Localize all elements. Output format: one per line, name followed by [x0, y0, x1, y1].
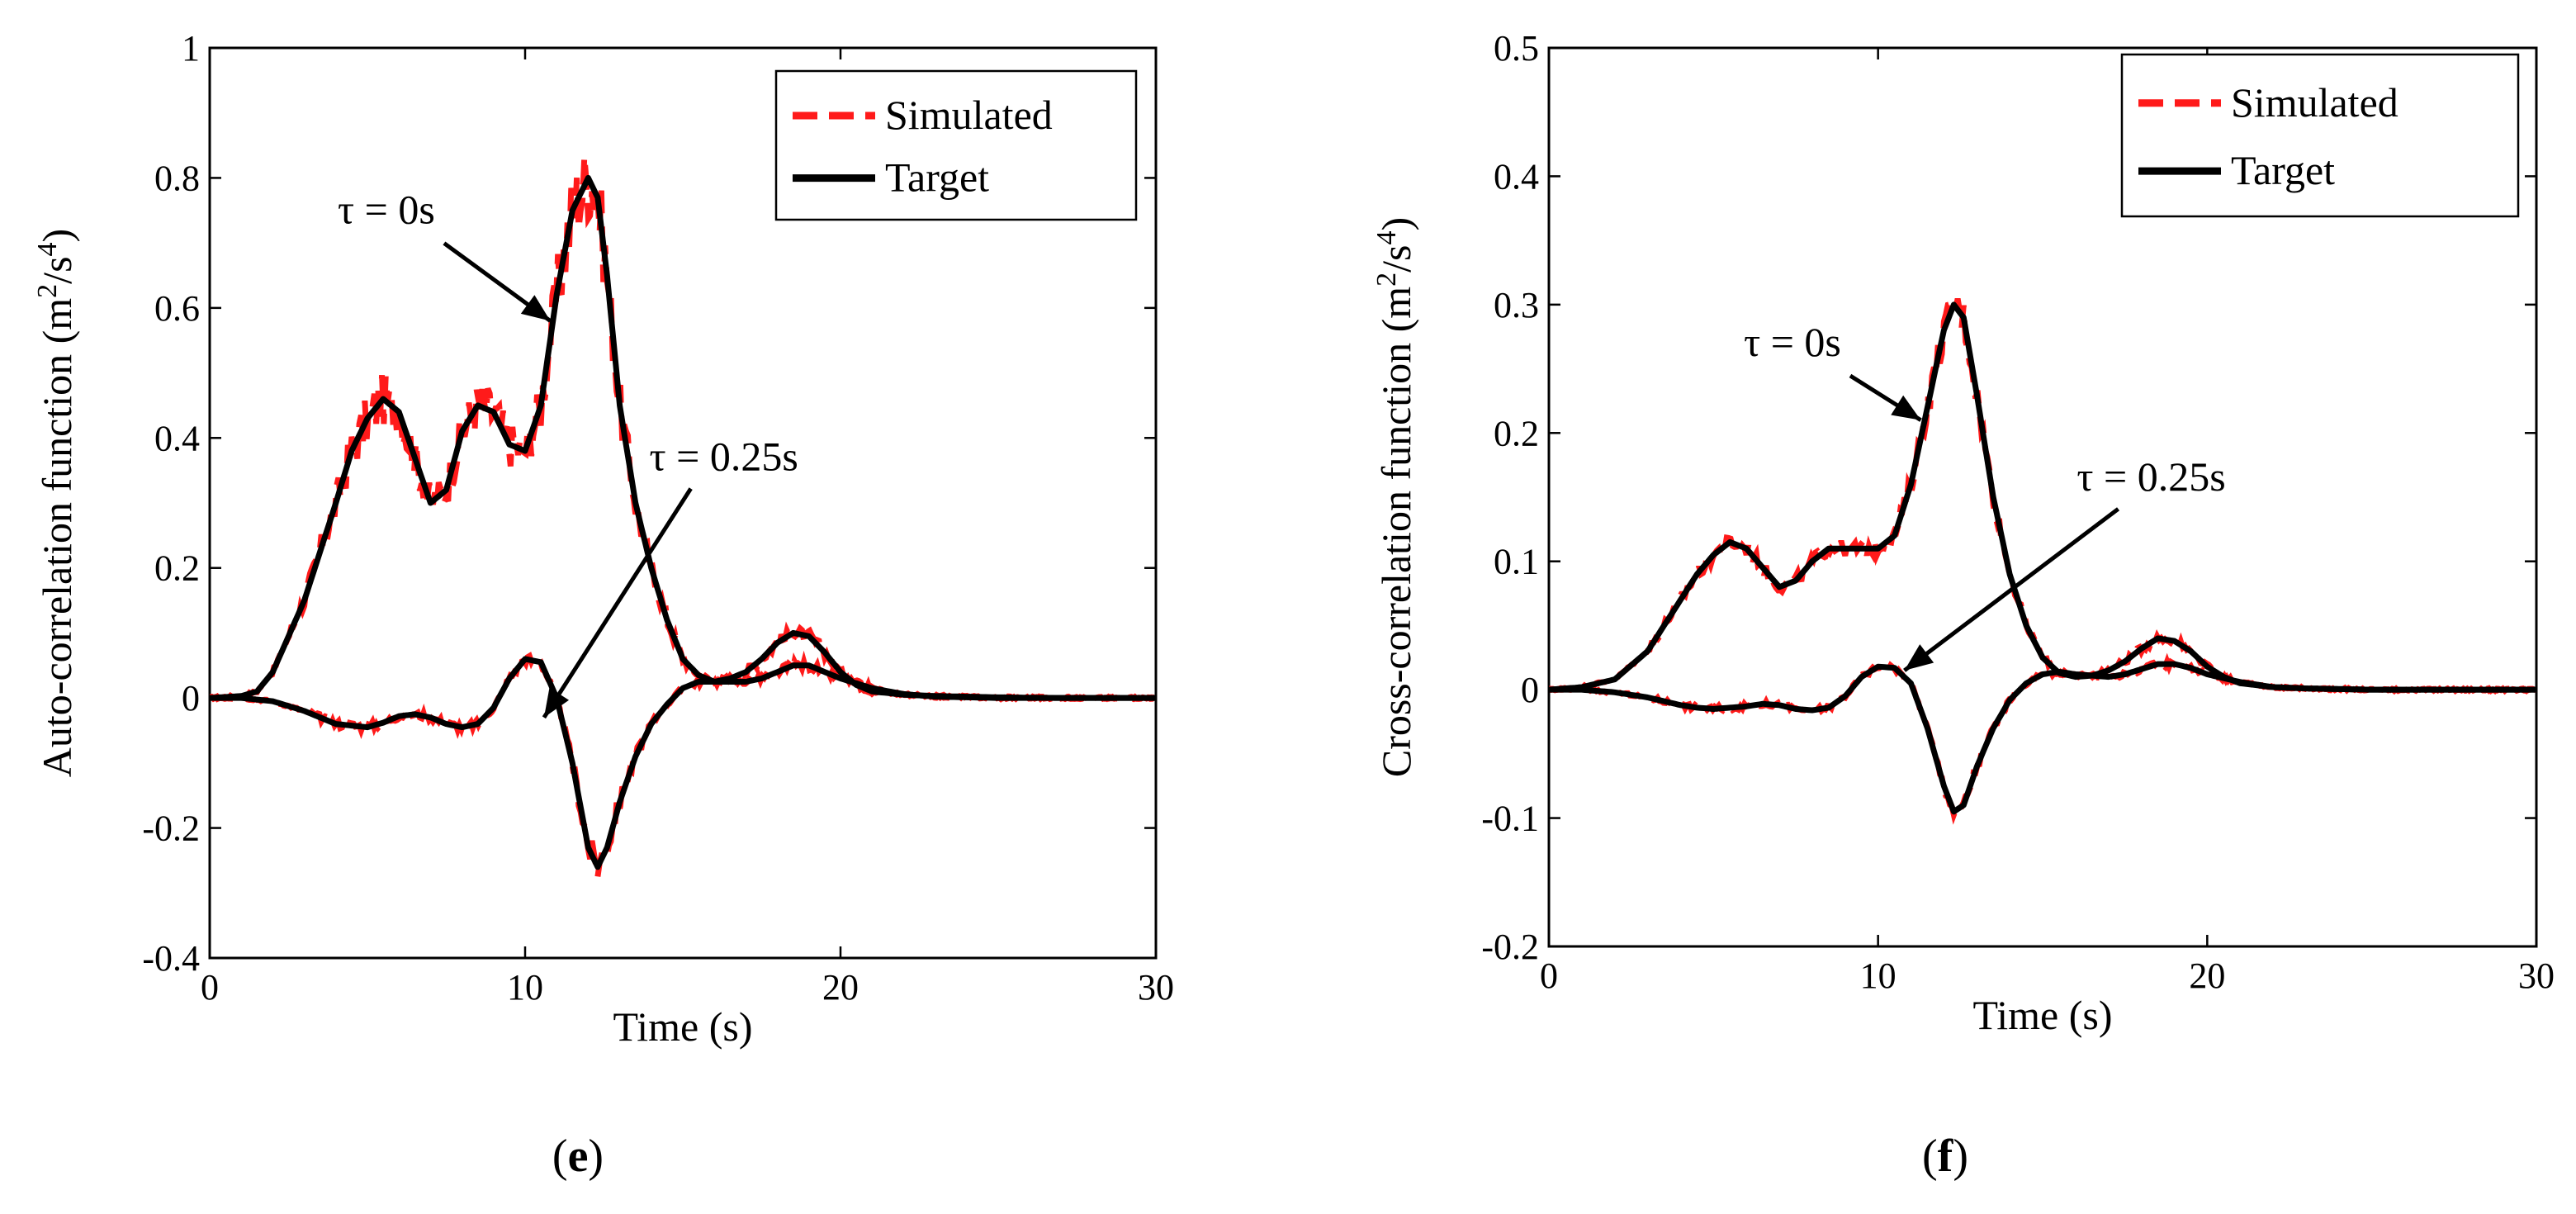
x-tick-label: 30: [2518, 956, 2555, 996]
series-simulated-tau-0.25: [1549, 652, 2536, 825]
y-tick-label: 0.4: [1494, 156, 1539, 197]
annotation-arrow-head: [543, 687, 570, 718]
y-tick-label: 0.6: [154, 288, 200, 329]
chart-panel-f: 0 10 20 30 -0.2 -0.1 0 0.1 0.2 0.3 0.4 0.5 Time (s) C…: [1371, 28, 2555, 1182]
y-tick-label: 0: [1521, 670, 1539, 710]
y-tick-label: 0.2: [154, 548, 200, 589]
x-tick-label: 20: [2189, 956, 2225, 996]
plot-frame: [1547, 46, 2538, 948]
annotation-arrow-line: [1903, 507, 2120, 672]
x-tick-label: 10: [1860, 956, 1896, 996]
legend-label-simulated: Simulated: [2231, 79, 2398, 126]
x-tick-label: 30: [1138, 967, 1174, 1008]
series-simulated-tau-0: [1549, 297, 2536, 695]
chart-panel-e: 0 10 20 30 -0.4 -0.2 0 0.2 0.4 0.6 0.8 1 Time (s) Aut…: [32, 28, 1174, 1182]
annotation-label: τ = 0.25s: [2076, 453, 2225, 500]
plot-frame: [208, 46, 1158, 960]
series-target-tau-0.25: [210, 656, 1156, 870]
panel-label: (f): [1922, 1131, 1968, 1182]
annotation-arrow-head: [520, 295, 551, 321]
legend-label-target: Target: [885, 154, 989, 201]
legend-label-simulated: Simulated: [885, 92, 1053, 138]
x-tick-label: 0: [1540, 956, 1558, 996]
y-tick-label: 0.3: [1494, 285, 1539, 325]
y-tick-label: 0.4: [154, 418, 200, 458]
annotation-label: τ = 0s: [338, 187, 435, 233]
legend: Simulated Target: [2120, 53, 2520, 218]
y-tick-label: 0.1: [1494, 542, 1539, 582]
x-tick-label: 0: [201, 967, 219, 1008]
y-axis-label: Cross-correlation function (m2/s4): [1371, 217, 1419, 777]
y-tick-label: 0: [182, 678, 200, 718]
y-tick-label: 0.8: [154, 158, 200, 198]
annotation-label: τ = 0.25s: [650, 434, 798, 480]
series-target-tau-0.25: [1549, 661, 2536, 815]
y-tick-label: -0.4: [142, 938, 200, 979]
x-tick-label: 10: [507, 967, 543, 1008]
y-axis-label: Auto-correlation function (m2/s4): [32, 229, 80, 777]
legend-box: [2120, 53, 2520, 218]
annotation-arrow-head: [1891, 395, 1921, 420]
legend-box: [774, 69, 1138, 221]
y-tick-label: -0.1: [1481, 799, 1539, 839]
x-axis-label: Time (s): [1972, 992, 2112, 1038]
y-tick-label: 0.2: [1494, 413, 1539, 453]
legend: Simulated Target: [774, 69, 1138, 221]
y-tick-label: 0.5: [1494, 28, 1539, 69]
x-tick-label: 20: [822, 967, 859, 1008]
legend-label-target: Target: [2231, 147, 2335, 193]
annotation-label: τ = 0s: [1744, 319, 1841, 365]
plot-area: [210, 155, 1156, 878]
panel-label: (e): [552, 1131, 604, 1182]
plot-area: [1549, 297, 2536, 825]
series-target-tau-0: [1549, 301, 2536, 693]
y-tick-label: 1: [182, 28, 200, 69]
y-tick-label: -0.2: [142, 809, 200, 849]
x-axis-label: Time (s): [613, 1003, 752, 1050]
series-simulated-tau-0: [210, 155, 1156, 703]
annotation-arrow-line: [542, 487, 693, 719]
annotation-arrow-head: [1904, 644, 1934, 671]
y-tick-label: -0.2: [1481, 927, 1539, 967]
